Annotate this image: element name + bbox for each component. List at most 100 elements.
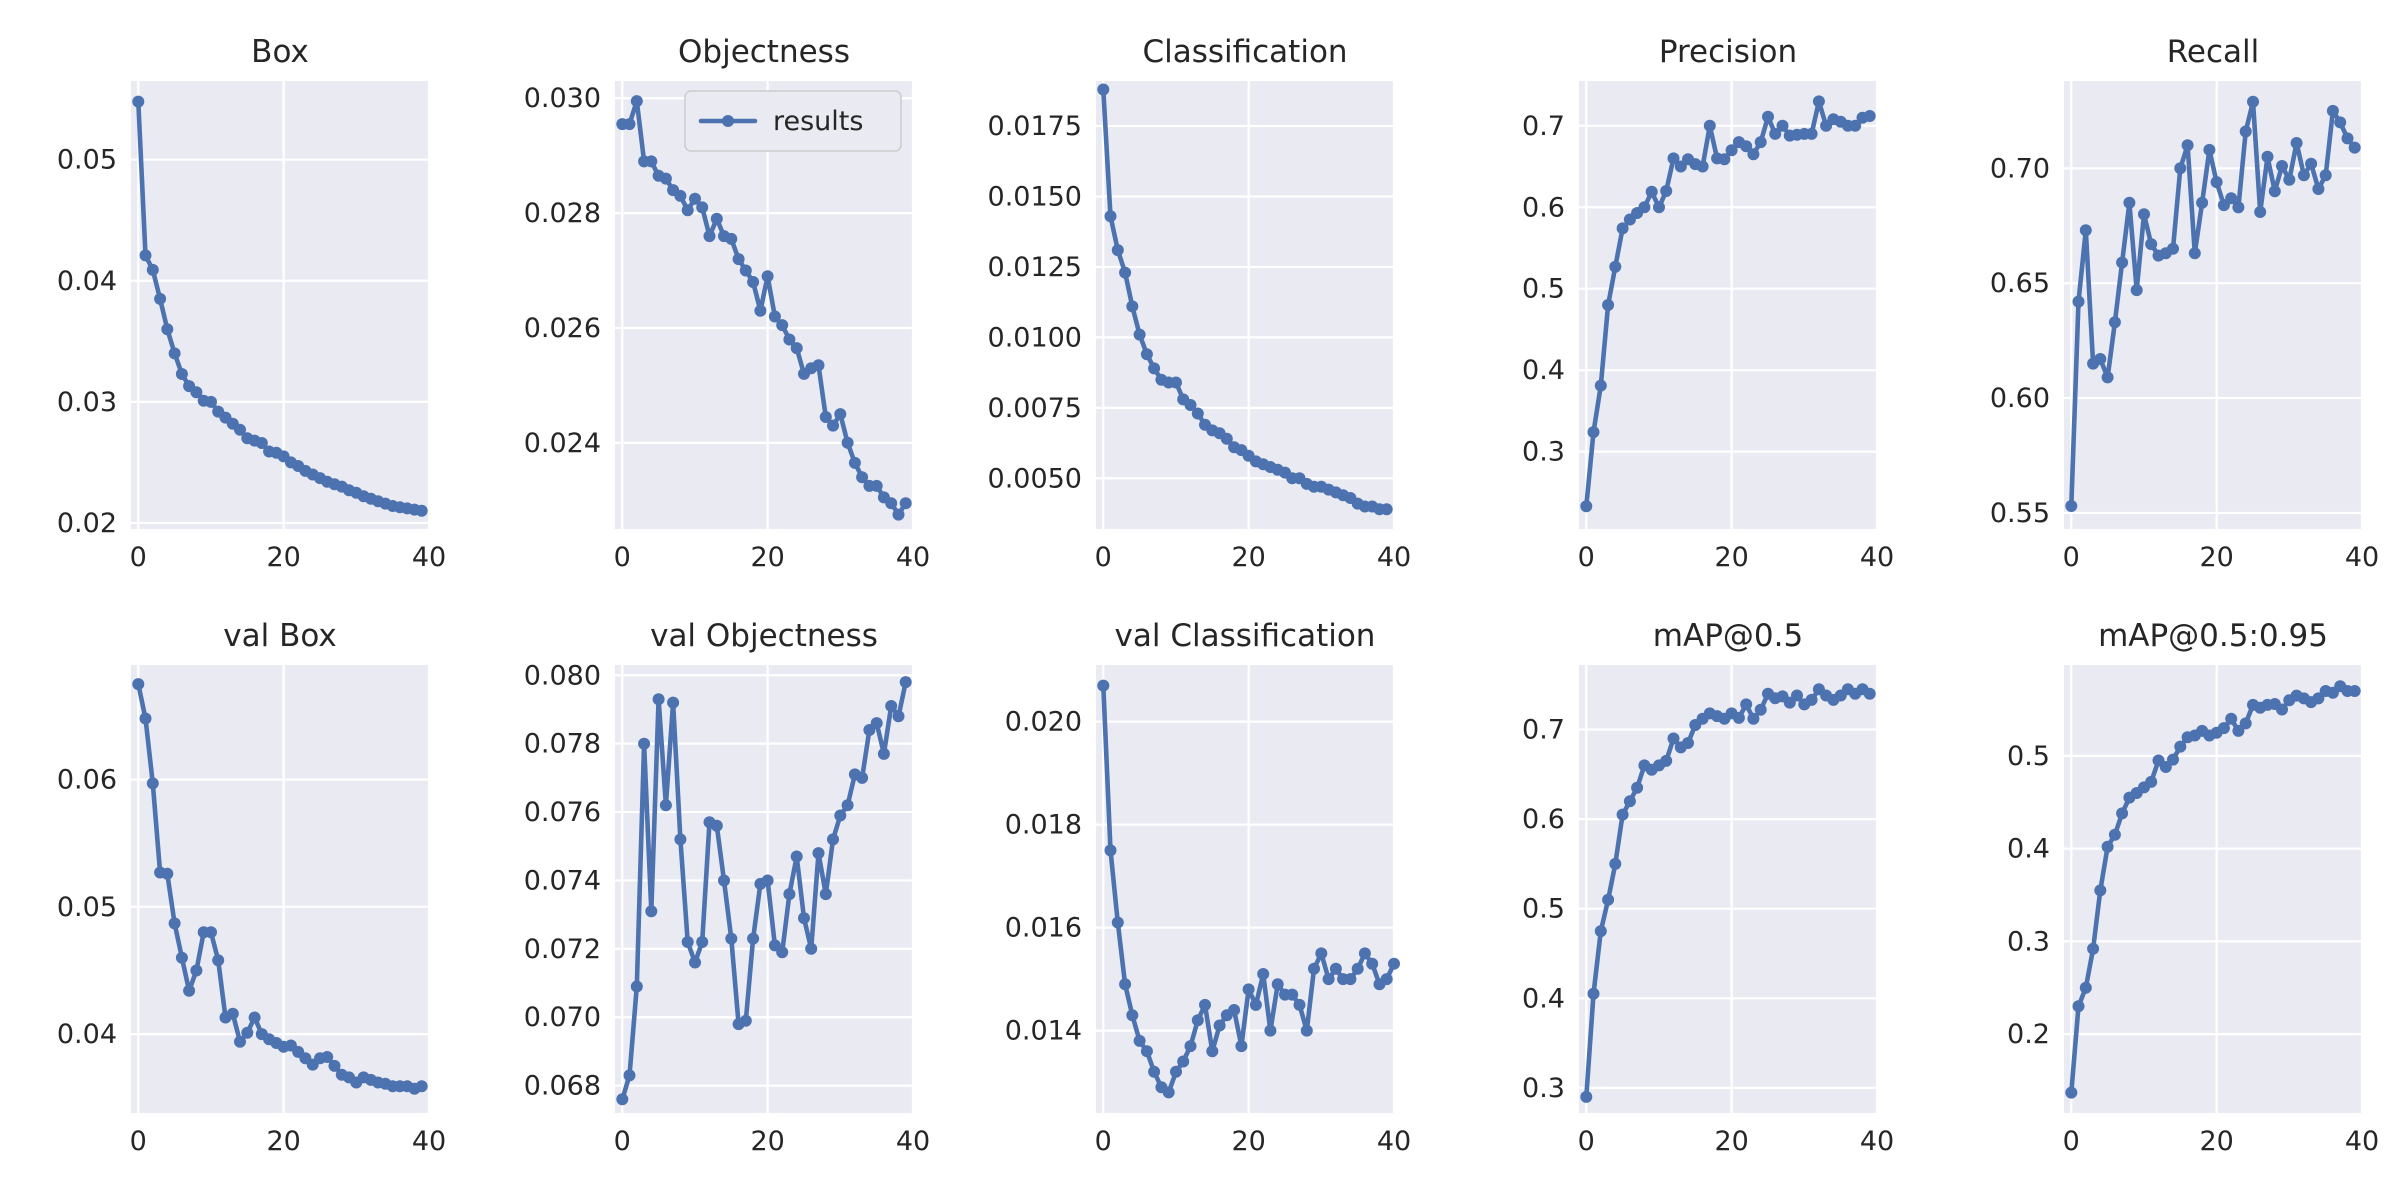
data-point	[1732, 711, 1745, 724]
data-point	[1097, 679, 1110, 692]
data-point	[2312, 692, 2325, 705]
data-point	[2138, 208, 2150, 221]
data-point	[1805, 127, 1818, 140]
data-point	[2116, 807, 2129, 820]
y-tick-label: 0.3	[1522, 1073, 1565, 1104]
data-point	[1148, 362, 1161, 375]
data-point	[2276, 703, 2288, 716]
data-point	[2101, 371, 2114, 384]
data-point	[2174, 162, 2187, 175]
data-point	[827, 419, 839, 432]
data-point	[645, 155, 658, 168]
data-point	[1104, 210, 1117, 223]
panel-2: 0 20 40 0.024 0.026 0.028 0.030 Objectness resul…	[524, 34, 930, 573]
data-point	[2225, 712, 2238, 725]
y-tick-label: 0.7	[1522, 715, 1565, 746]
data-point	[710, 212, 723, 225]
data-point	[1140, 1045, 1153, 1058]
data-point	[1762, 110, 1774, 123]
data-point	[2348, 141, 2361, 154]
data-point	[848, 456, 861, 469]
data-point	[630, 980, 643, 993]
data-point	[1380, 973, 1393, 986]
data-point	[718, 874, 730, 887]
data-point	[2065, 500, 2078, 512]
x-tick-label: 20	[1714, 542, 1748, 573]
x-tick-label: 0	[130, 542, 147, 573]
data-point	[1097, 83, 1110, 96]
data-point	[1805, 693, 1818, 706]
data-point	[659, 172, 672, 185]
data-point	[1587, 987, 1600, 1000]
y-tick-label: 0.018	[1005, 810, 1082, 841]
data-point	[892, 710, 905, 723]
data-point	[1812, 95, 1825, 108]
data-point	[1660, 185, 1673, 197]
data-point	[645, 905, 658, 918]
data-point	[2094, 353, 2107, 365]
data-point	[2203, 143, 2216, 156]
y-tick-label: 0.70	[1990, 153, 2050, 184]
data-point	[812, 847, 825, 860]
data-point	[739, 1014, 752, 1027]
data-point	[1228, 1004, 1241, 1016]
data-point	[2283, 173, 2296, 186]
data-point	[175, 368, 188, 380]
data-point	[1380, 503, 1393, 516]
data-point	[2159, 761, 2172, 773]
y-tick-label: 0.026	[524, 313, 601, 344]
data-point	[1351, 962, 1364, 975]
data-point	[2217, 722, 2230, 735]
data-point	[899, 497, 912, 510]
x-tick-label: 20	[2199, 542, 2233, 573]
data-point	[725, 232, 738, 245]
data-point	[1609, 260, 1622, 273]
data-point	[1682, 737, 1694, 749]
y-tick-label: 0.068	[524, 1071, 601, 1102]
data-point	[2232, 724, 2245, 737]
data-point	[819, 888, 832, 901]
data-point	[1358, 947, 1371, 960]
data-point	[2167, 753, 2179, 766]
data-point	[783, 333, 796, 346]
data-point	[790, 850, 803, 863]
panel-title: mAP@0.5:0.95	[2098, 618, 2328, 654]
y-tick-label: 0.0075	[988, 393, 1082, 424]
x-tick-label: 40	[2345, 542, 2379, 573]
data-point	[1162, 1086, 1175, 1099]
y-tick-label: 0.6	[1522, 192, 1565, 223]
data-point	[674, 189, 687, 202]
panel-title: Precision	[1659, 34, 1797, 70]
data-point	[248, 1011, 261, 1024]
data-point	[1602, 893, 1615, 906]
data-point	[1111, 244, 1124, 257]
data-point	[1140, 348, 1153, 361]
y-tick-label: 0.04	[57, 266, 117, 297]
plot-area	[1579, 665, 1877, 1113]
data-point	[2094, 884, 2107, 897]
x-tick-label: 40	[896, 1126, 930, 1157]
panel-5: 0 20 40 0.55 0.60 0.65 0.70 Recall	[1990, 34, 2379, 573]
x-tick-label: 0	[614, 1126, 631, 1157]
panel-10: 0 20 40 0.2 0.3 0.4 0.5 mAP@0.5:0.95	[2007, 618, 2379, 1157]
data-point	[761, 874, 774, 887]
data-point	[1293, 998, 1306, 1011]
data-point	[139, 712, 152, 725]
data-point	[1206, 1045, 1219, 1058]
data-point	[415, 1080, 428, 1093]
data-point	[689, 956, 701, 969]
data-point	[168, 917, 181, 930]
data-point	[161, 323, 174, 336]
data-point	[2108, 316, 2121, 329]
data-point	[1184, 399, 1197, 411]
data-point	[205, 926, 217, 939]
y-tick-label: 0.65	[1990, 268, 2050, 299]
data-point	[1754, 136, 1767, 149]
x-tick-label: 20	[1231, 542, 1265, 573]
data-point	[689, 192, 701, 205]
data-point	[183, 984, 196, 997]
data-point	[798, 912, 810, 925]
data-point	[2232, 201, 2245, 214]
panel-8: 0 20 40 0.014 0.016 0.018 0.020 val Classificat…	[1005, 618, 1411, 1157]
y-tick-label: 0.072	[524, 934, 601, 965]
